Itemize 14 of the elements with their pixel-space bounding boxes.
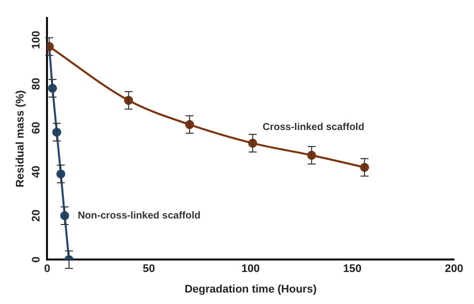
- x-tick-label: 150: [343, 263, 362, 276]
- x-axis-title: Degradation time (Hours): [184, 283, 317, 296]
- y-axis-title: Residual mass (%): [14, 90, 27, 188]
- series-label: Cross-linked scaffold: [262, 122, 364, 133]
- y-tick-label: 60: [30, 122, 43, 134]
- y-tick-label: 100: [30, 30, 43, 50]
- y-tick-label: 20: [30, 210, 43, 222]
- x-tick-label: 200: [444, 263, 464, 276]
- y-tick-label: 0: [30, 256, 43, 263]
- y-tick-label: 40: [30, 166, 43, 178]
- x-tick-label: 100: [241, 263, 260, 276]
- series-label: Non-cross-linked scaffold: [78, 210, 201, 222]
- y-tick-label: 80: [30, 78, 43, 90]
- x-tick-label: 50: [142, 263, 156, 276]
